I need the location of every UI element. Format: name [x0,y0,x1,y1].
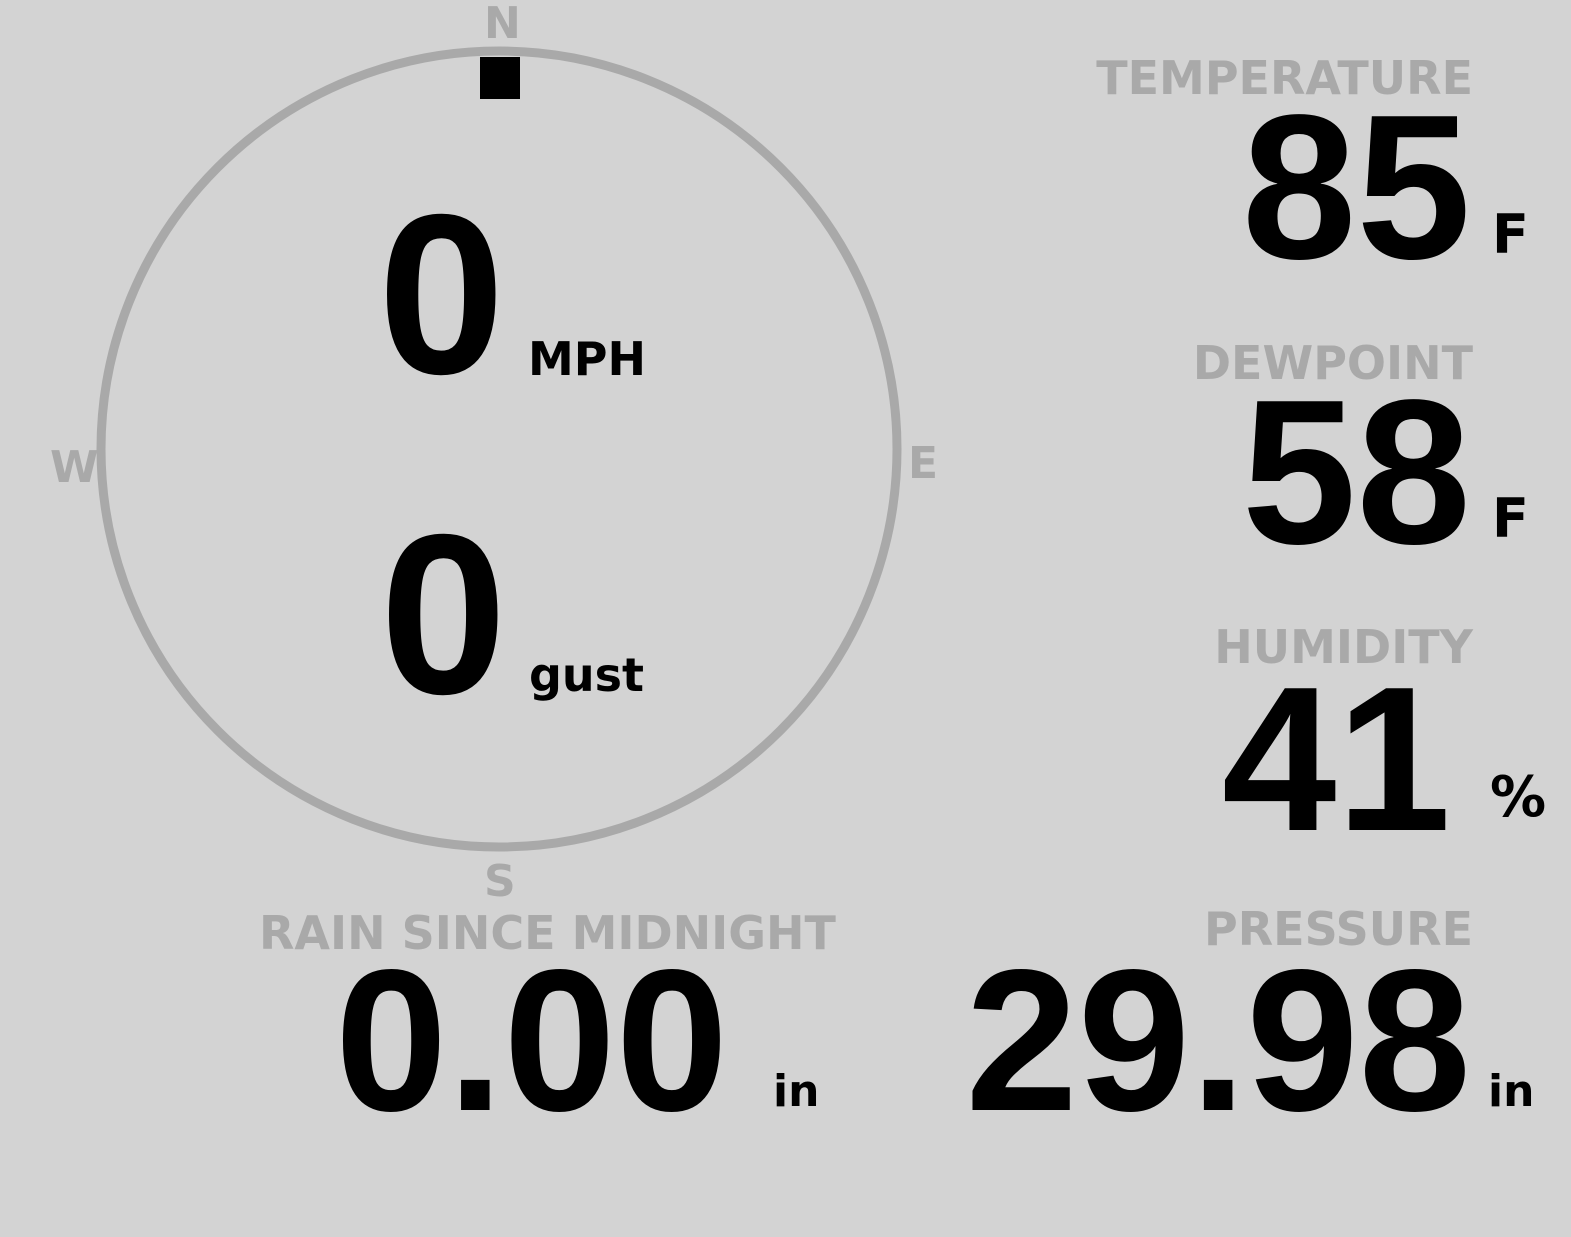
compass-north-label: N [484,0,521,49]
rain-value: 0.00 [335,927,729,1153]
wind-compass [96,46,902,852]
pressure-value: 29.98 [965,927,1472,1153]
rain-unit: in [773,1066,820,1117]
wind-gust-unit: gust [529,648,645,702]
humidity-unit: % [1490,765,1547,830]
compass-ring [96,46,902,852]
pressure-unit: in [1488,1066,1535,1117]
wind-direction-marker-block [480,57,520,99]
compass-south-label: S [484,856,516,907]
dewpoint-value: 58 [1241,357,1471,587]
compass-west-label: W [50,442,99,493]
wind-speed-value: 0 [378,168,505,422]
humidity-value: 41 [1221,644,1451,874]
pressure-label: PRESSURE [1204,902,1473,956]
wind-speed-unit: MPH [528,332,646,386]
wind-gust-value: 0 [380,488,507,742]
temperature-label: TEMPERATURE [1096,51,1473,105]
dewpoint-unit: F [1492,487,1529,550]
dewpoint-label: DEWPOINT [1192,336,1473,390]
compass-east-label: E [908,438,939,489]
humidity-label: HUMIDITY [1214,620,1473,674]
wind-direction-marker [480,57,520,99]
rain-label: RAIN SINCE MIDNIGHT [259,906,836,960]
temperature-unit: F [1492,203,1529,266]
temperature-value: 85 [1241,72,1471,302]
